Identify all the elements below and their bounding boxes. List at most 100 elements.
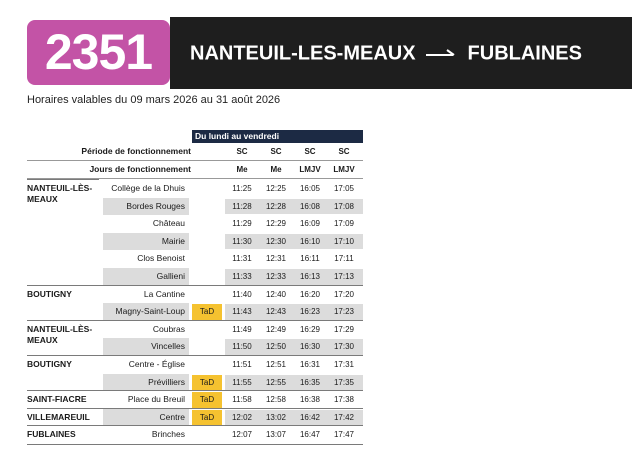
departure-time: 11:28 (232, 201, 252, 211)
departure-time: 12:25 (265, 184, 287, 193)
stop-name: Centre (103, 408, 189, 427)
tad-badge: TaD (192, 374, 222, 391)
validity-dates: Horaires valables du 09 mars 2026 au 31 … (27, 94, 281, 106)
route-banner: NANTEUIL-LES-MEAUX FUBLAINES (170, 17, 632, 89)
departure-time: 17:38 (333, 395, 355, 405)
days-cell: Me (270, 165, 282, 174)
route-title: NANTEUIL-LES-MEAUX FUBLAINES (190, 17, 582, 89)
stop-name: Prévilliers (103, 373, 189, 392)
departure-time: 17:08 (333, 201, 355, 211)
departure-time: 16:30 (299, 342, 321, 352)
departure-time: 13:02 (265, 412, 287, 422)
times-background (225, 304, 363, 320)
stop-name: Clos Benoist (137, 253, 185, 264)
departure-time: 17:42 (333, 412, 355, 422)
departure-time: 16:13 (299, 272, 321, 281)
departure-time: 17:35 (333, 377, 355, 387)
departure-time: 12:30 (265, 236, 287, 246)
departure-time: 17:20 (333, 289, 355, 299)
days-row-label: Jours de fonctionnement (89, 164, 191, 174)
commune-name: FUBLAINES (27, 429, 76, 440)
departure-time: 11:31 (232, 254, 252, 264)
departure-time: 11:40 (232, 289, 252, 299)
departure-time: 16:05 (299, 184, 321, 193)
line-number-badge: 2351 (27, 20, 170, 85)
departure-time: 16:23 (299, 307, 321, 317)
departure-time: 11:55 (232, 377, 252, 387)
departure-time: 17:23 (333, 307, 355, 317)
stop-name: Vincelles (103, 338, 189, 356)
days-cell: LMJV (299, 165, 321, 174)
times-background (225, 233, 363, 250)
departure-time: 17:11 (334, 254, 354, 264)
departure-time: 17:30 (333, 342, 355, 352)
table-row: Gallieni 11:33 12:33 16:13 17:13 (27, 268, 363, 286)
departure-time: 12:02 (231, 412, 253, 422)
departure-time: 17:09 (333, 219, 355, 229)
departure-time: 12:33 (265, 272, 287, 281)
table-row: La Cantine 11:40 12:40 16:20 17:20 (27, 286, 363, 304)
departure-time: 12:29 (265, 219, 287, 229)
table-row: Magny-Saint-Loup TaD 11:43 12:43 16:23 17:23 (27, 303, 363, 321)
departure-time: 12:40 (265, 289, 287, 299)
departure-time: 12:07 (231, 430, 253, 440)
departure-time: 11:33 (232, 272, 252, 281)
departure-time: 12:55 (265, 377, 287, 387)
departure-time: 11:49 (232, 324, 252, 334)
days-cell: Me (236, 165, 248, 174)
table-row: Clos Benoist 11:31 12:31 16:11 17:11 (27, 250, 363, 268)
departure-time: 13:07 (265, 430, 287, 440)
table-row: Vincelles 11:50 12:50 16:30 17:30 (27, 338, 363, 356)
departure-time: 12:50 (265, 342, 287, 352)
departure-time: 16:35 (299, 377, 321, 387)
table-row: Mairie 11:30 12:30 16:10 17:10 (27, 232, 363, 251)
tad-badge: TaD (192, 409, 222, 426)
commune-separator (27, 319, 363, 321)
times-background (225, 409, 363, 426)
departure-time: 17:31 (333, 360, 355, 369)
period-cell: SC (338, 147, 350, 156)
departure-time: 16:10 (299, 236, 321, 246)
departure-time: 16:20 (299, 289, 321, 299)
departure-time: 17:05 (333, 184, 355, 193)
departure-time: 12:43 (265, 307, 287, 317)
period-row-label: Période de fonctionnement (81, 146, 191, 156)
stop-name: Mairie (103, 232, 189, 251)
commune-name: NANTEUIL-LÈS- MEAUX (27, 183, 93, 204)
departure-time: 12:51 (265, 360, 287, 369)
route-destination: FUBLAINES (467, 42, 582, 65)
departure-time: 16:29 (299, 324, 321, 334)
commune-separator (27, 390, 363, 392)
route-origin: NANTEUIL-LES-MEAUX (190, 42, 416, 65)
period-cell: SC (304, 147, 316, 156)
period-title: Du lundi au vendredi (192, 130, 363, 143)
departure-time: 16:11 (300, 254, 320, 264)
table-row: Brinches 12:07 13:07 16:47 17:47 (27, 426, 363, 444)
commune-name: VILLEMAREUIL (27, 411, 90, 422)
commune-name: BOUTIGNY (27, 359, 72, 369)
table-row: Bordes Rouges 11:28 12:28 16:08 17:08 (27, 197, 363, 216)
table-row: Prévilliers TaD 11:55 12:55 16:35 17:35 (27, 373, 363, 392)
commune-name: SAINT-FIACRE (27, 394, 87, 405)
times-background (225, 269, 363, 285)
table-row: Place du Breuil TaD 11:58 12:58 16:38 17:38 (27, 391, 363, 409)
days-cell: LMJV (333, 165, 355, 174)
commune-separator (27, 355, 363, 356)
table-row: Coubras 11:49 12:49 16:29 17:29 (27, 321, 363, 339)
stop-name: Place du Breuil (127, 394, 185, 405)
departure-time: 11:51 (232, 360, 252, 369)
commune-separator (27, 284, 363, 286)
table-row: Centre - Église 11:51 12:51 16:31 17:31 (27, 356, 363, 374)
departure-time: 11:30 (232, 236, 252, 246)
departure-time: 11:25 (232, 184, 252, 193)
departure-time: 16:08 (299, 201, 321, 211)
period-cell: SC (270, 147, 282, 156)
table-row: Collège de la Dhuis 11:25 12:25 16:05 17:05 (27, 180, 363, 198)
departure-time: 11:29 (232, 219, 252, 229)
departure-time: 17:13 (333, 272, 355, 281)
departure-time: 16:31 (299, 360, 321, 369)
table-row: Château 11:29 12:29 16:09 17:09 (27, 215, 363, 233)
days-row: Jours de fonctionnement Me Me LMJV LMJV (27, 161, 363, 179)
times-background (225, 374, 363, 391)
stop-name: Centre - Église (128, 359, 185, 369)
